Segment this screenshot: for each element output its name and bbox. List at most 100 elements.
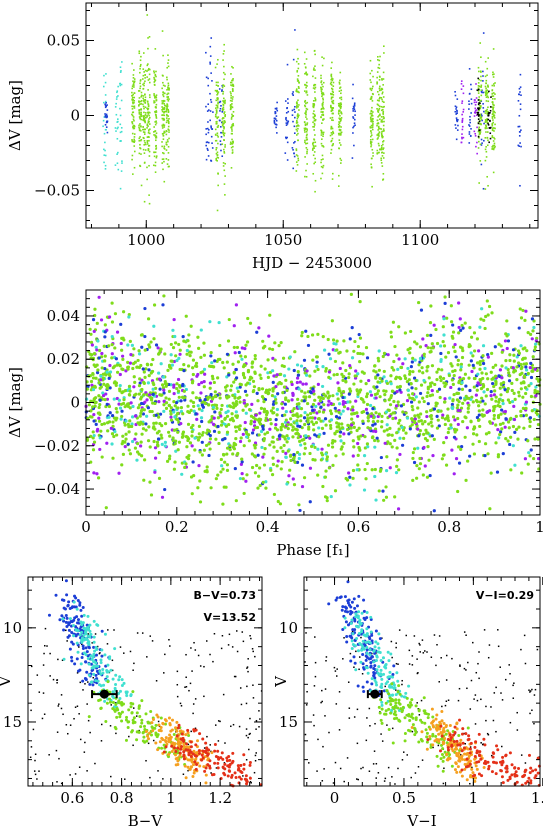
data-point <box>502 422 505 425</box>
data-point <box>164 444 167 447</box>
data-point <box>235 403 238 406</box>
data-point <box>242 433 245 436</box>
data-point <box>329 409 332 412</box>
data-point <box>524 407 527 410</box>
data-point <box>140 433 143 436</box>
data-point <box>195 362 198 365</box>
data-point <box>139 109 141 111</box>
data-point <box>321 84 323 86</box>
data-point <box>313 116 315 118</box>
data-point <box>49 653 51 655</box>
data-point <box>111 320 114 323</box>
data-point <box>108 373 111 376</box>
data-point <box>381 88 383 90</box>
data-point <box>216 123 218 125</box>
data-point <box>475 83 477 85</box>
data-point <box>246 759 248 761</box>
data-point <box>386 423 389 426</box>
data-point <box>306 102 308 104</box>
data-point <box>381 490 384 493</box>
data-point <box>523 319 526 322</box>
data-point <box>518 326 521 329</box>
data-point <box>521 396 524 399</box>
data-point <box>419 345 422 348</box>
data-point <box>510 382 513 385</box>
data-point <box>220 105 222 107</box>
data-point <box>276 464 279 467</box>
data-point <box>142 68 144 70</box>
data-point <box>273 493 276 496</box>
data-point <box>448 374 451 377</box>
data-point <box>173 429 176 432</box>
data-point <box>146 179 148 181</box>
data-point <box>66 724 68 726</box>
data-point <box>230 82 232 84</box>
data-point <box>283 444 286 447</box>
data-point <box>461 142 463 144</box>
data-point <box>243 641 245 643</box>
data-point <box>330 83 332 85</box>
data-point <box>161 141 163 143</box>
data-point <box>133 74 135 76</box>
data-point <box>281 364 284 367</box>
data-point <box>131 140 133 142</box>
data-point <box>222 121 224 123</box>
data-point <box>246 686 248 688</box>
data-point <box>111 457 114 460</box>
data-point <box>238 351 241 354</box>
data-point <box>203 666 205 668</box>
data-point <box>434 328 437 331</box>
data-point <box>379 468 382 471</box>
data-point <box>304 330 307 333</box>
data-point <box>88 403 91 406</box>
data-point <box>352 439 355 442</box>
data-point <box>500 364 503 367</box>
data-point <box>210 125 212 127</box>
data-point <box>418 400 421 403</box>
data-point <box>161 88 163 90</box>
data-point <box>474 108 476 110</box>
data-point <box>515 415 518 418</box>
data-point <box>250 638 252 640</box>
data-point <box>449 423 452 426</box>
data-point <box>372 125 374 127</box>
data-point <box>107 629 109 631</box>
x-tick-label: 1050 <box>264 231 302 249</box>
data-point <box>229 634 231 636</box>
data-point <box>35 754 37 756</box>
data-point <box>222 108 224 110</box>
data-point <box>337 425 340 428</box>
data-point <box>222 453 225 456</box>
data-point <box>358 360 361 363</box>
data-point <box>383 52 385 54</box>
data-point <box>500 427 503 430</box>
data-point <box>380 415 383 418</box>
data-point <box>147 89 149 91</box>
data-point <box>512 354 515 357</box>
data-point <box>217 442 220 445</box>
data-point <box>166 115 168 117</box>
data-point <box>139 116 141 118</box>
data-point <box>380 380 383 383</box>
data-point <box>132 173 134 175</box>
data-point <box>423 420 426 423</box>
data-point <box>304 63 306 65</box>
data-point <box>457 359 460 362</box>
data-point <box>469 68 471 70</box>
data-point <box>480 397 483 400</box>
data-point <box>219 396 222 399</box>
data-point <box>301 464 304 467</box>
data-point <box>339 104 341 106</box>
data-point <box>367 419 370 422</box>
data-point <box>318 417 321 420</box>
data-point <box>98 411 101 414</box>
data-point <box>306 417 309 420</box>
data-point <box>331 119 333 121</box>
data-point <box>263 463 266 466</box>
data-point <box>356 468 359 471</box>
data-point <box>181 705 183 707</box>
data-point <box>347 376 350 379</box>
data-point <box>480 71 482 73</box>
data-point <box>294 117 296 119</box>
